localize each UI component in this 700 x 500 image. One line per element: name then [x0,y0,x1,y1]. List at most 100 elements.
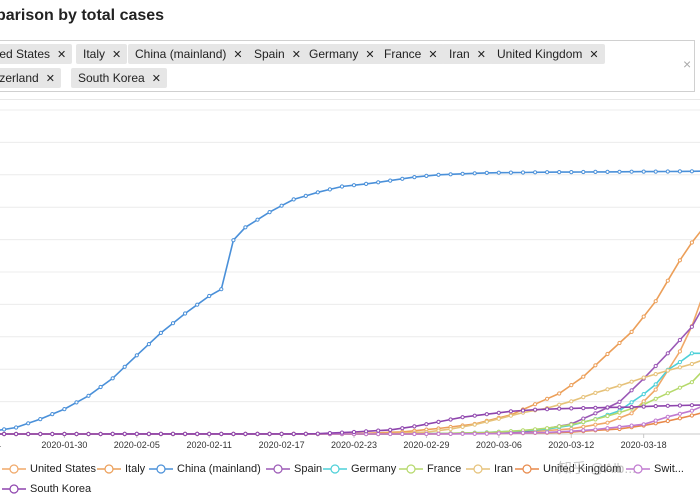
legend-marker-icon [515,464,539,474]
data-point [677,403,683,408]
data-point [545,426,550,431]
data-point [74,400,79,405]
data-point [545,430,550,435]
data-point [267,431,272,436]
data-point [641,375,646,380]
filter-chip-label: Iran [449,47,470,61]
filter-chip[interactable]: tzerland ✕ [0,68,61,88]
data-point [569,406,574,411]
data-point [50,412,55,417]
data-point [412,175,417,180]
data-point [653,382,658,387]
data-point [110,431,115,436]
data-point [581,428,586,433]
remove-chip-icon[interactable]: ✕ [291,49,301,61]
remove-chip-icon[interactable]: ✕ [428,49,438,61]
data-point [508,431,513,436]
data-point [14,431,19,437]
remove-chip-icon[interactable]: ✕ [233,49,243,61]
data-point [339,430,345,435]
data-point [291,431,296,436]
data-point [677,360,683,365]
filter-chip[interactable]: Spain ✕ [247,44,307,64]
data-point [569,399,574,404]
filter-chip[interactable]: United Kingdom ✕ [490,44,605,64]
data-point [545,407,550,412]
data-point [533,430,538,435]
x-tick-label: 1-24 [0,440,1,450]
filter-chip[interactable]: Germany ✕ [302,44,381,64]
data-point [243,431,248,436]
data-point [520,430,526,435]
legend-label: South Korea [30,483,92,495]
data-point [26,431,31,437]
data-point [593,411,598,416]
data-point [74,431,79,437]
data-point [219,431,224,436]
data-point [436,419,441,424]
data-point [689,361,695,367]
filter-chip-label: China (mainland) [135,47,227,61]
remove-chip-icon[interactable]: ✕ [57,49,67,61]
data-point [195,302,200,307]
legend-marker-icon [626,464,650,474]
filter-chip[interactable]: China (mainland) ✕ [128,44,249,64]
remove-chip-icon[interactable]: ✕ [476,49,486,61]
clear-all-icon[interactable]: × [683,56,692,72]
remove-chip-icon[interactable]: ✕ [112,49,122,61]
x-tick-label: 2020-02-29 [403,440,449,450]
data-point [677,258,683,263]
data-point [327,187,332,192]
data-point [62,431,67,437]
data-point [62,407,67,412]
filter-chip[interactable]: ted States ✕ [0,44,73,64]
remove-chip-icon[interactable]: ✕ [365,49,375,61]
data-point [689,240,695,245]
data-point [448,417,453,422]
data-point [617,415,622,421]
remove-chip-icon[interactable]: ✕ [45,73,55,85]
data-point [520,408,526,413]
data-point [134,431,139,436]
data-point [557,391,562,396]
data-point [424,422,429,427]
data-point [593,405,598,410]
legend-marker-icon [399,464,423,474]
data-point [400,426,405,431]
data-point [653,396,658,401]
data-point [629,405,634,410]
data-point [496,431,501,436]
data-point [641,404,646,409]
data-point [581,374,586,379]
data-point [677,337,683,343]
filter-chip-label: Italy [83,47,106,61]
data-point [677,169,683,174]
remove-chip-icon[interactable]: ✕ [151,73,161,85]
data-point [376,431,381,437]
data-point [617,424,622,429]
legend-marker-icon [149,464,173,474]
data-point [255,431,260,436]
data-point [364,429,369,434]
data-point [653,418,658,423]
data-point [665,169,670,174]
country-selector[interactable]: ted States ✕ Italy ✕ China (mainland) ✕ Spain ✕… [0,40,695,92]
data-point [303,431,308,436]
filter-chip[interactable]: Italy ✕ [76,44,128,64]
data-point [557,424,562,429]
data-point [605,426,610,431]
remove-chip-icon[interactable]: ✕ [589,49,599,61]
data-point [569,429,574,434]
data-point [424,173,429,179]
data-point [545,396,550,401]
data-point [327,431,332,436]
data-point [38,417,43,422]
filter-chip[interactable]: South Korea ✕ [71,68,167,88]
filter-chip[interactable]: France ✕ [377,44,444,64]
legend-label: Spain [294,463,323,475]
filter-chip[interactable]: Iran ✕ [442,44,492,64]
data-point [641,392,646,397]
legend-label: Iran [494,463,513,475]
data-point [146,431,151,436]
data-point [581,395,586,400]
